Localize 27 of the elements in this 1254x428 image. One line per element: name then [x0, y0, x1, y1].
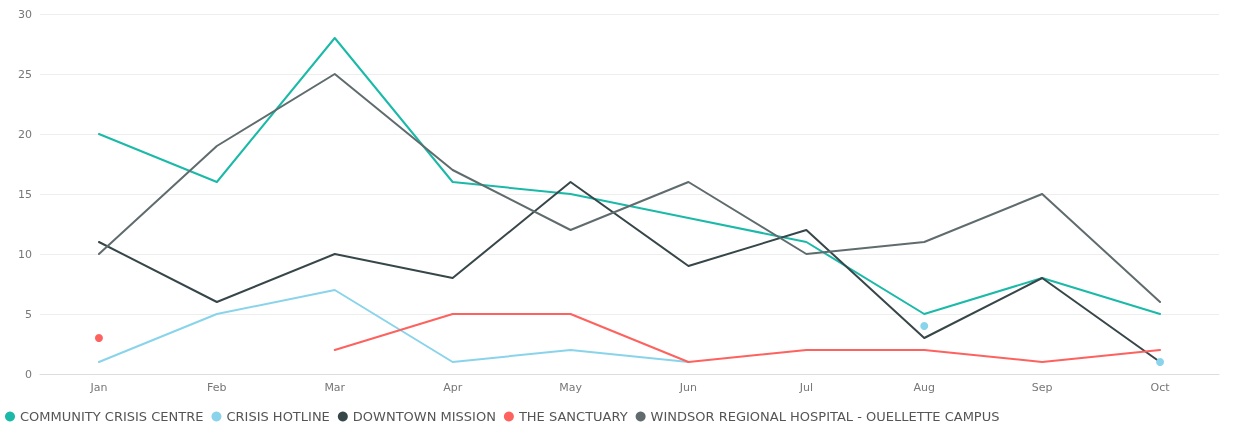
x-tick-label: Jun [678, 381, 698, 394]
legend-label: WINDSOR REGIONAL HOSPITAL - OUELLETTE CAMPUS [650, 409, 1000, 424]
x-tick-label: Sep [1031, 381, 1053, 394]
x-tick-label: May [559, 381, 583, 394]
y-tick-label: 5 [25, 307, 32, 321]
y-tick-label: 10 [18, 247, 32, 261]
y-tick-label: 15 [18, 187, 32, 201]
x-tick-label: Mar [324, 381, 346, 394]
x-tick-label: Feb [207, 381, 227, 394]
x-tick-label: Jul [798, 381, 813, 394]
legend-label: DOWNTOWN MISSION [352, 409, 496, 424]
legend-label: THE SANCTUARY [517, 409, 628, 424]
point [1156, 358, 1165, 366]
y-tick-label: 25 [18, 67, 32, 81]
line-series [97, 37, 1162, 315]
x-tick-label: Jan [89, 381, 108, 394]
x-tick-label: Apr [443, 381, 463, 394]
y-tick-label: 20 [18, 127, 32, 141]
y-tick-label: 30 [18, 7, 32, 21]
y-tick-label: 0 [25, 367, 32, 381]
legend-label: COMMUNITY CRISIS CENTRE [20, 409, 204, 424]
line-series [97, 73, 1162, 303]
x-tick-label: Oct [1150, 381, 1171, 394]
point [920, 322, 929, 330]
point [94, 334, 103, 342]
x-tick-label: Aug [913, 381, 935, 394]
legend-label: CRISIS HOTLINE [226, 409, 330, 424]
